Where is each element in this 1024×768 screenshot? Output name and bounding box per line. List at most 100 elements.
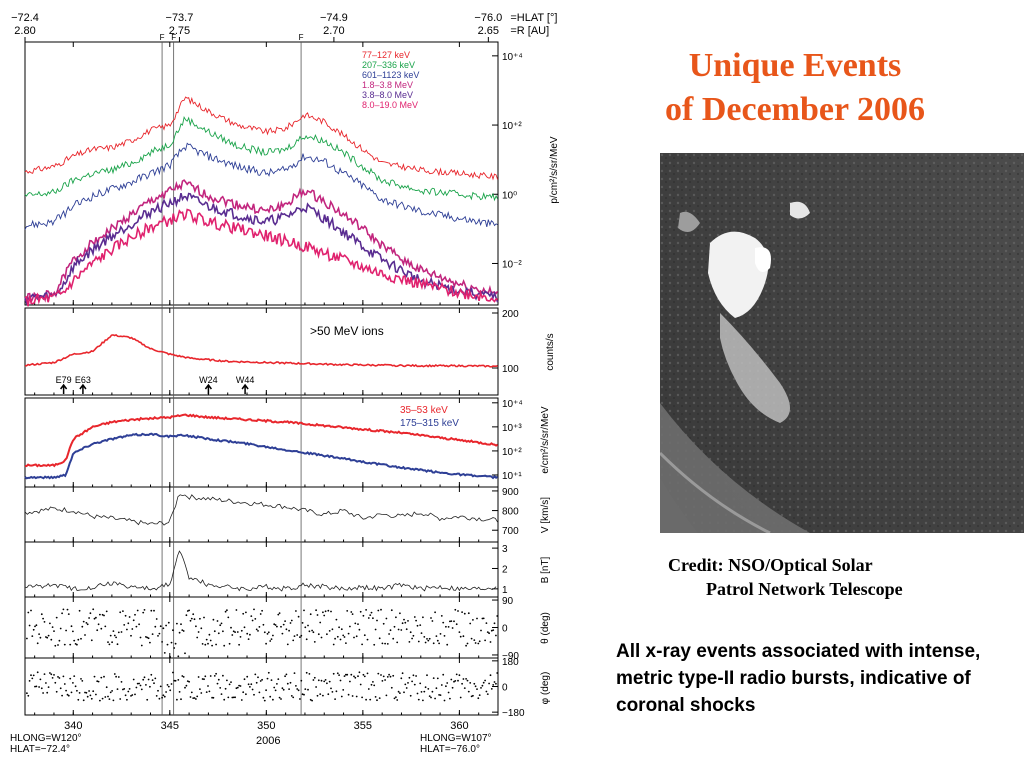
theta-point — [357, 623, 359, 625]
theta-point — [469, 622, 472, 625]
x-tick-label: 340 — [64, 720, 82, 732]
theta-point — [69, 643, 72, 646]
theta-point — [209, 639, 212, 642]
phi-point — [285, 673, 288, 676]
theta-point — [108, 643, 111, 646]
phi-point — [299, 698, 301, 700]
theta-point — [312, 631, 315, 634]
theta-point — [103, 614, 105, 617]
theta-point — [305, 638, 308, 641]
phi-point — [55, 690, 58, 693]
phi-point — [219, 687, 222, 689]
theta-point — [55, 616, 58, 619]
theta-point — [424, 641, 427, 644]
shock-marker: F — [160, 33, 165, 42]
theta-point — [173, 647, 176, 649]
event-arrow — [79, 383, 87, 394]
phi-point — [223, 698, 226, 701]
event-label: E63 — [75, 375, 91, 385]
phi-point — [245, 693, 247, 696]
phi-point — [451, 686, 454, 689]
theta-point — [372, 617, 374, 620]
phi-point — [86, 695, 89, 698]
phi-point — [35, 685, 38, 688]
phi-point — [176, 698, 178, 701]
phi-point — [315, 686, 317, 688]
theta-point — [278, 612, 281, 614]
phi-point — [358, 671, 361, 674]
theta-point — [259, 613, 262, 615]
theta-point — [105, 610, 108, 613]
x-tick-label: 345 — [161, 720, 179, 732]
ion-annotation: >50 MeV ions — [310, 324, 384, 338]
phi-point — [235, 687, 238, 690]
phi-point — [262, 696, 265, 699]
phi-point — [335, 690, 338, 693]
phi-point — [281, 687, 284, 690]
phi-point — [386, 676, 389, 678]
phi-point — [69, 677, 72, 680]
phi-point — [193, 697, 196, 699]
phi-point — [32, 674, 35, 677]
theta-y-label: θ (deg) — [540, 612, 551, 644]
theta-point — [380, 608, 382, 611]
x-axis-right-label-2: HLAT=−76.0° — [420, 744, 480, 755]
phi-point — [361, 696, 363, 699]
phi-point — [326, 682, 328, 685]
theta-point — [190, 617, 193, 620]
theta-point — [401, 622, 404, 625]
phi-point — [242, 691, 245, 694]
phi-point — [265, 689, 267, 692]
phi-point — [84, 691, 86, 694]
velocity-y-tick-label: 700 — [502, 526, 519, 537]
theta-point — [39, 636, 42, 639]
phi-point — [53, 674, 55, 676]
theta-point — [184, 652, 186, 655]
theta-point — [122, 610, 124, 612]
theta-point — [284, 620, 286, 622]
phi-point — [266, 677, 269, 680]
theta-point — [303, 609, 305, 612]
phi-point — [211, 696, 214, 699]
theta-point — [65, 629, 67, 632]
top-hlat-unit: =HLAT [°] — [510, 12, 557, 24]
phi-point — [40, 687, 43, 690]
theta-point — [467, 612, 470, 615]
theta-point — [135, 625, 138, 628]
phi-point — [255, 681, 258, 684]
phi-point — [496, 672, 499, 674]
proton-y-tick-label: 10⁻² — [502, 259, 522, 270]
theta-point — [449, 620, 451, 623]
theta-point — [390, 609, 393, 612]
phi-point — [351, 695, 354, 697]
phi-point — [439, 694, 442, 696]
electron-legend-label: 175–315 keV — [400, 418, 459, 429]
proton-legend-label: 1.8–3.8 MeV — [362, 80, 413, 90]
theta-point — [311, 629, 313, 632]
phi-point — [240, 699, 243, 701]
phi-point — [43, 673, 46, 675]
phi-point — [58, 677, 61, 679]
phi-point — [159, 685, 162, 688]
theta-point — [104, 625, 107, 628]
theta-point — [84, 634, 86, 636]
phi-point — [65, 689, 67, 692]
phi-point — [389, 675, 392, 678]
theta-point — [396, 641, 399, 644]
phi-point — [478, 694, 481, 696]
theta-point — [255, 628, 258, 631]
theta-point — [167, 621, 170, 624]
phi-point — [76, 689, 78, 692]
theta-point — [478, 640, 481, 643]
phi-point — [419, 682, 422, 685]
phi-point — [423, 690, 426, 693]
theta-point — [32, 628, 35, 631]
theta-point — [436, 639, 439, 642]
phi-point — [397, 690, 400, 693]
panel-frame-phi — [24, 657, 499, 716]
phi-point — [104, 696, 107, 698]
theta-point — [327, 609, 330, 612]
phi-point — [80, 678, 82, 680]
theta-point — [350, 611, 353, 613]
phi-point — [67, 694, 70, 697]
